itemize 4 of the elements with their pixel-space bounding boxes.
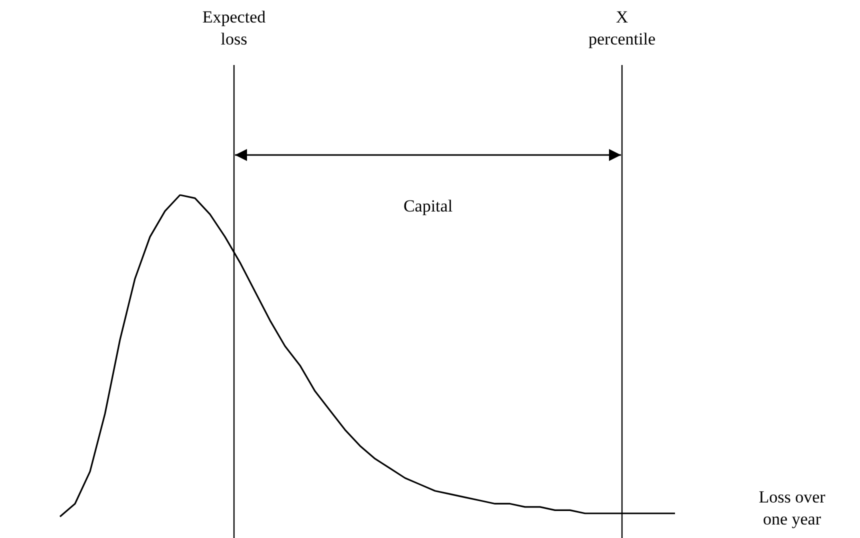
annotation: Capital — [403, 196, 453, 216]
x-axis-title: Loss over one year — [758, 487, 826, 528]
text: X percentile — [588, 7, 656, 48]
text: Expected loss — [202, 7, 266, 48]
